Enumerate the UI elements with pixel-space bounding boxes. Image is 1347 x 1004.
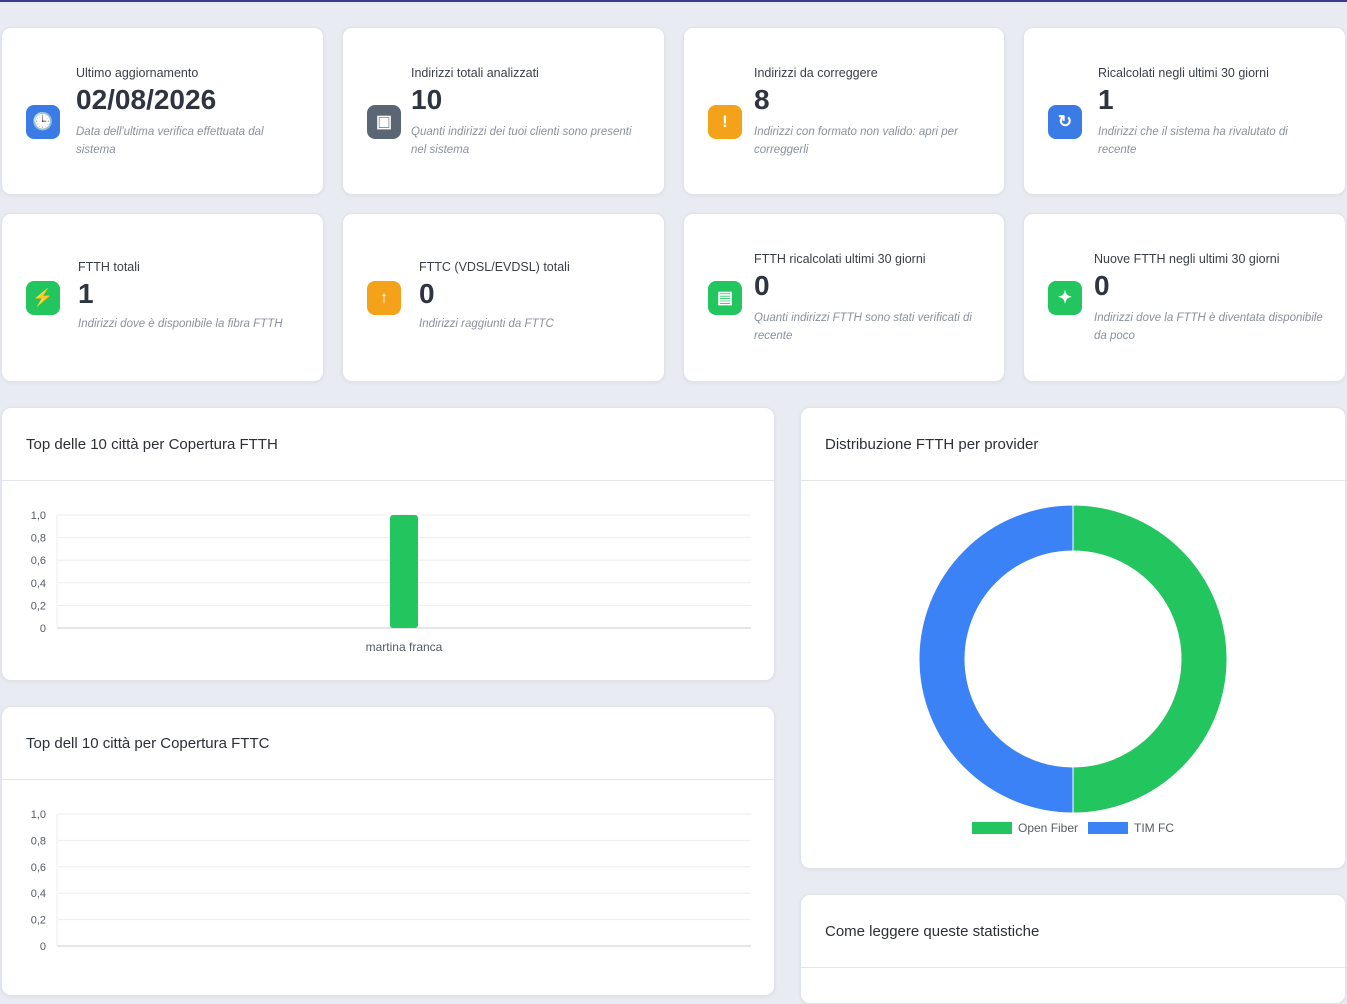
legend-swatch xyxy=(972,822,1012,834)
stat-description: Data dell'ultima verifica effettuata dal… xyxy=(76,126,264,156)
stat-value: 0 xyxy=(1094,270,1110,301)
stat-card[interactable]: ↻ Ricalcolati negli ultimi 30 giorni 1 I… xyxy=(1023,27,1346,195)
stat-label: Nuove FTTH negli ultimi 30 giorni xyxy=(1094,252,1280,266)
panel-title: Top delle 10 città per Copertura FTTH xyxy=(26,435,278,453)
donut-slice xyxy=(1072,504,1228,814)
y-tick-label: 0,6 xyxy=(31,555,46,567)
panel-divider xyxy=(2,779,774,780)
y-tick-label: 0,8 xyxy=(31,533,46,545)
stat-card[interactable]: ↑ FTTC (VDSL/EVDSL) totali 0 Indirizzi r… xyxy=(342,213,665,382)
y-tick-label: 0,6 xyxy=(31,862,46,874)
panel-title: Distribuzione FTTH per provider xyxy=(825,435,1039,453)
x-tick-label: martina franca xyxy=(366,640,443,654)
help-panel: Come leggere queste statistiche xyxy=(800,894,1346,1004)
panel-divider xyxy=(2,480,774,481)
donut-slice xyxy=(918,504,1074,814)
stat-card[interactable]: ! Indirizzi da correggere 8 Indirizzi co… xyxy=(683,27,1005,195)
clock-icon: 🕒 xyxy=(26,105,60,139)
stat-description: Indirizzi che il sistema ha rivalutato d… xyxy=(1098,126,1288,156)
ftth-cities-bar-chart: 1,0 0,8 0,6 0,4 0,2 0 martina franca xyxy=(31,510,751,654)
warning-icon: ! xyxy=(708,105,742,139)
ftth-cities-panel: Top delle 10 città per Copertura FTTH 1,… xyxy=(1,407,775,681)
stat-value: 02/08/2026 xyxy=(76,84,217,115)
y-tick-label: 0 xyxy=(40,623,46,635)
y-tick-label: 0 xyxy=(40,941,46,953)
provider-distribution-panel: Distribuzione FTTH per provider Open Fib… xyxy=(800,407,1346,869)
stat-label: FTTH totali xyxy=(78,260,140,274)
legend-label: TIM FC xyxy=(1134,821,1174,835)
refresh-icon: ↻ xyxy=(1048,105,1082,139)
panel-divider xyxy=(801,480,1345,481)
panel-divider xyxy=(801,967,1345,968)
stat-card[interactable]: ✦ Nuove FTTH negli ultimi 30 giorni 0 In… xyxy=(1023,213,1346,382)
stat-description: Quanti indirizzi FTTH sono stati verific… xyxy=(754,312,972,342)
stat-description: Quanti indirizzi dei tuoi clienti sono p… xyxy=(411,126,632,156)
y-tick-label: 0,2 xyxy=(31,915,46,927)
lightning-icon: ⚡ xyxy=(26,281,60,315)
bar xyxy=(390,515,418,628)
legend-swatch xyxy=(1088,822,1128,834)
legend-label: Open Fiber xyxy=(1018,821,1078,835)
stat-label: FTTC (VDSL/EVDSL) totali xyxy=(419,260,570,274)
stat-description: Indirizzi raggiunti da FTTC xyxy=(419,318,554,330)
sparkles-icon: ✦ xyxy=(1048,281,1082,315)
stat-description: Indirizzi dove la FTTH è diventata dispo… xyxy=(1094,312,1323,342)
stat-label: Ultimo aggiornamento xyxy=(76,66,199,80)
stat-label: Indirizzi totali analizzati xyxy=(411,66,539,80)
calendar-icon: ▤ xyxy=(708,281,742,315)
provider-donut-chart: Open Fiber TIM FC xyxy=(918,504,1228,835)
stat-value: 8 xyxy=(754,84,770,115)
y-tick-label: 1,0 xyxy=(31,809,46,821)
stat-label: FTTH ricalcolati ultimi 30 giorni xyxy=(754,252,926,266)
panel-title: Top dell 10 città per Copertura FTTC xyxy=(26,734,270,752)
stat-value: 0 xyxy=(754,270,770,301)
y-tick-label: 0,2 xyxy=(31,600,46,612)
stat-card[interactable]: ⚡ FTTH totali 1 Indirizzi dove è disponi… xyxy=(1,213,324,382)
y-tick-label: 0,4 xyxy=(31,578,46,590)
package-icon: ▣ xyxy=(367,105,401,139)
stat-description: Indirizzi con formato non valido: apri p… xyxy=(754,126,958,156)
stat-label: Ricalcolati negli ultimi 30 giorni xyxy=(1098,66,1269,80)
stat-card[interactable]: ▣ Indirizzi totali analizzati 10 Quanti … xyxy=(342,27,665,195)
stat-label: Indirizzi da correggere xyxy=(754,66,878,80)
stat-value: 10 xyxy=(411,84,443,115)
stat-value: 0 xyxy=(419,278,435,309)
stat-card[interactable]: 🕒 Ultimo aggiornamento 02/08/2026 Data d… xyxy=(1,27,324,195)
up-arrow-icon: ↑ xyxy=(367,281,401,315)
fttc-cities-panel: Top dell 10 città per Copertura FTTC 1,0… xyxy=(1,706,775,996)
y-tick-label: 0,4 xyxy=(31,888,46,900)
y-tick-label: 0,8 xyxy=(31,835,46,847)
stat-value: 1 xyxy=(1098,84,1114,115)
stat-value: 1 xyxy=(78,278,94,309)
fttc-cities-bar-chart: 1,0 0,8 0,6 0,4 0,2 0 xyxy=(31,809,751,953)
top-accent-line xyxy=(0,0,1347,2)
stat-card[interactable]: ▤ FTTH ricalcolati ultimi 30 giorni 0 Qu… xyxy=(683,213,1005,382)
y-tick-label: 1,0 xyxy=(31,510,46,522)
stat-description: Indirizzi dove è disponibile la fibra FT… xyxy=(78,318,283,330)
panel-title: Come leggere queste statistiche xyxy=(825,922,1040,940)
